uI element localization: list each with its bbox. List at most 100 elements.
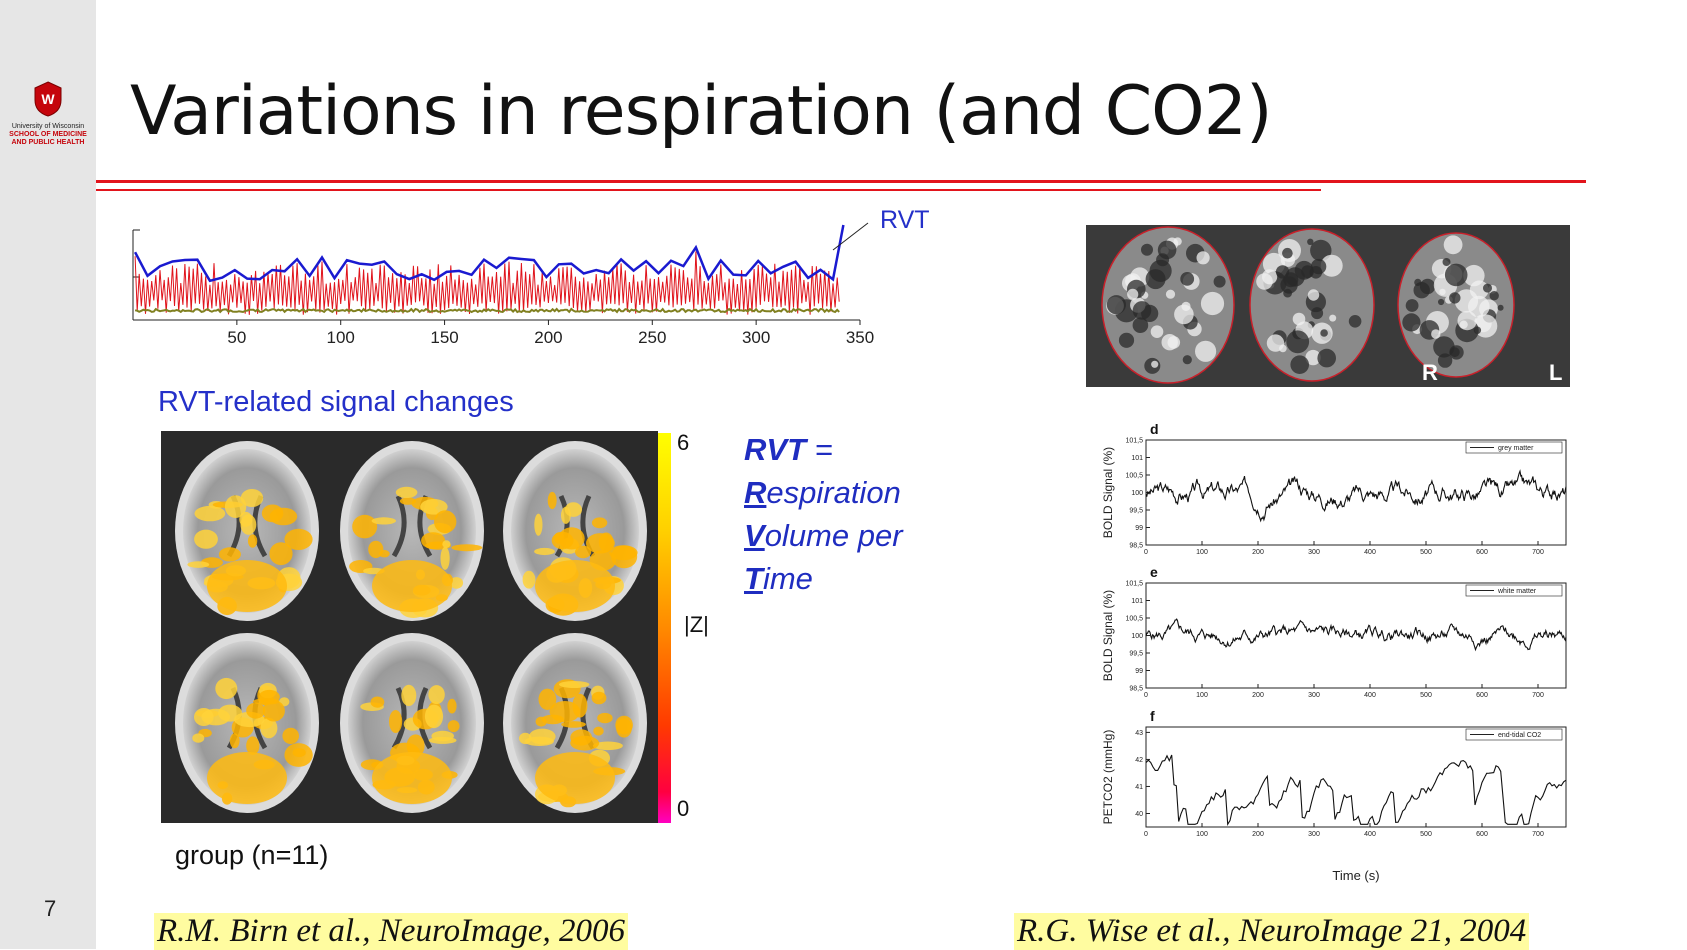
panel-x-tick-label: 200 bbox=[1252, 692, 1264, 699]
mri-texture bbox=[1320, 329, 1328, 337]
activation-blob bbox=[292, 748, 306, 758]
activation-blob bbox=[229, 733, 240, 749]
mri-texture bbox=[1431, 329, 1441, 339]
rvt-x-ticks: 50 100 150 200 250 300 350 bbox=[227, 320, 874, 347]
mri-texture bbox=[1489, 291, 1499, 301]
panel-x-tick-label: 600 bbox=[1476, 549, 1488, 556]
mri-texture bbox=[1444, 263, 1468, 287]
activation-blob bbox=[558, 527, 585, 550]
activation-blob bbox=[561, 721, 586, 728]
rvt-x-tick-label: 250 bbox=[638, 328, 666, 347]
activation-blob bbox=[389, 710, 403, 733]
activation-blob bbox=[586, 533, 615, 554]
panel-legend bbox=[1465, 728, 1563, 741]
panel-y-tick-label: 98,5 bbox=[1129, 543, 1143, 550]
activation-blob bbox=[534, 547, 555, 556]
panel-y-tick-label: 100 bbox=[1131, 633, 1143, 640]
activation-blob bbox=[262, 700, 285, 722]
activation-blob bbox=[615, 715, 633, 735]
panel-series-line bbox=[1145, 469, 1567, 523]
rvt-callout-line bbox=[832, 222, 869, 251]
panel-x-tick-label: 200 bbox=[1252, 831, 1264, 838]
activation-blob-occipital bbox=[372, 560, 452, 612]
crest-icon: W bbox=[34, 81, 62, 117]
wise-traces: d BOLD Signal (%) 101,5 101 100,5 100 99,5 99 98… bbox=[1101, 421, 1567, 883]
rvt-subtitle: RVT-related signal changes bbox=[158, 386, 514, 418]
rvt-x-tick-label: 100 bbox=[327, 328, 355, 347]
def-rvt: RVT bbox=[744, 432, 806, 467]
activation-blob bbox=[440, 546, 450, 570]
rvt-x-tick-label: 150 bbox=[430, 328, 458, 347]
activation-blob bbox=[447, 698, 457, 714]
group-label: group (n=11) bbox=[175, 840, 329, 870]
activation-blob bbox=[224, 495, 247, 518]
def-equals: = bbox=[806, 432, 833, 467]
activation-blob bbox=[187, 561, 210, 568]
panel-y-tick-label: 41 bbox=[1135, 784, 1143, 791]
mri-texture bbox=[1317, 348, 1336, 368]
mri-texture bbox=[1405, 299, 1419, 312]
activation-blob bbox=[449, 577, 464, 589]
mri-texture bbox=[1266, 334, 1285, 352]
mri-texture bbox=[1310, 239, 1332, 262]
panel-y-tick-label: 101 bbox=[1131, 455, 1143, 462]
wise-xlabel: Time (s) bbox=[1332, 868, 1379, 883]
mri-texture bbox=[1195, 340, 1217, 362]
activation-blob bbox=[535, 716, 547, 727]
activation-blob bbox=[194, 708, 214, 726]
panel-letter: e bbox=[1150, 564, 1158, 580]
panel-x-tick-label: 100 bbox=[1196, 692, 1208, 699]
mri-texture bbox=[1442, 258, 1451, 266]
panel-x-tick-label: 700 bbox=[1532, 692, 1544, 699]
rvt-series-line bbox=[133, 224, 845, 283]
mri-texture bbox=[1141, 243, 1153, 256]
def-espiration: espiration bbox=[766, 475, 901, 510]
panel-x-tick-label: 600 bbox=[1476, 831, 1488, 838]
panel-ylabel: BOLD Signal (%) bbox=[1101, 447, 1115, 538]
mri-texture bbox=[1196, 251, 1210, 265]
activation-blob bbox=[194, 529, 218, 549]
activation-blob bbox=[591, 517, 608, 529]
mri-texture bbox=[1449, 292, 1461, 304]
activation-blob bbox=[399, 497, 417, 505]
panel-legend bbox=[1465, 441, 1563, 454]
mri-texture bbox=[1348, 315, 1362, 328]
panel-x-tick-label: 300 bbox=[1308, 831, 1320, 838]
panel-series-line bbox=[1145, 618, 1567, 652]
mri-texture bbox=[1200, 291, 1225, 316]
rvt-definition: RVT = Respiration Volume per Time bbox=[744, 428, 903, 600]
mri-texture bbox=[1497, 304, 1504, 311]
panel-letter: d bbox=[1150, 421, 1159, 437]
panel-y-tick-label: 100,5 bbox=[1125, 616, 1143, 623]
panel-y-tick-label: 42 bbox=[1135, 757, 1143, 764]
rvt-series-label: RVT bbox=[880, 206, 930, 234]
activation-blob bbox=[370, 696, 385, 708]
panel-x-tick-label: 700 bbox=[1532, 831, 1544, 838]
panel-y-tick-label: 101,5 bbox=[1125, 438, 1143, 445]
activation-blob bbox=[447, 720, 460, 733]
panel-x-tick-label: 0 bbox=[1144, 692, 1148, 699]
mri-texture bbox=[1413, 282, 1430, 299]
activation-blob bbox=[352, 514, 378, 539]
def-v: V bbox=[744, 518, 765, 553]
mri-texture bbox=[1329, 314, 1337, 322]
def-t: T bbox=[744, 561, 763, 596]
rvt-axes bbox=[132, 229, 860, 321]
mri-label-r: R bbox=[1422, 360, 1438, 385]
panel-ylabel: PETCO2 (mmHg) bbox=[1101, 730, 1115, 825]
activation-blob bbox=[261, 504, 284, 523]
panel-y-tick-label: 101 bbox=[1131, 598, 1143, 605]
mri-texture bbox=[1402, 313, 1421, 332]
rvt-x-tick-label: 200 bbox=[534, 328, 562, 347]
rvt-x-tick-label: 350 bbox=[846, 328, 874, 347]
mri-texture bbox=[1145, 269, 1166, 290]
activation-blob bbox=[246, 702, 266, 719]
mri-texture bbox=[1161, 334, 1178, 351]
mri-slices: R L bbox=[1086, 225, 1570, 387]
panel-x-tick-label: 300 bbox=[1308, 549, 1320, 556]
panel-ylabel: BOLD Signal (%) bbox=[1101, 590, 1115, 681]
activation-blob bbox=[611, 545, 638, 569]
activation-blob bbox=[258, 689, 280, 704]
logo-line-2: SCHOOL OF MEDICINE bbox=[9, 131, 87, 138]
